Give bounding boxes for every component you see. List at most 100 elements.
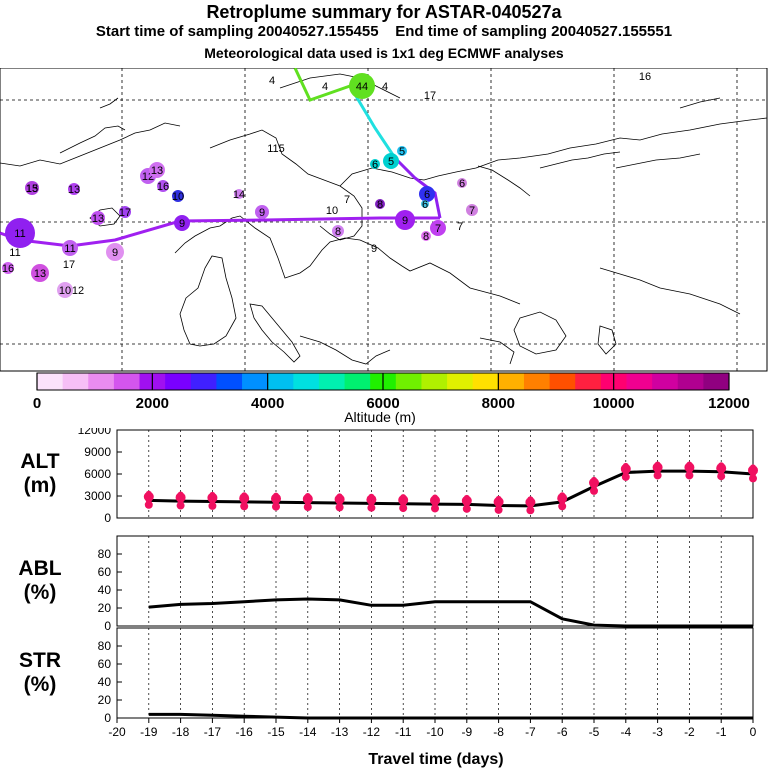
map-marker-label: 11 — [9, 247, 20, 259]
map-marker-dot — [2, 262, 14, 274]
colorbar-tick-label: 10000 — [593, 395, 635, 412]
panel-str: 80 60 40 20 0 STR(%) — [19, 627, 754, 725]
x-tick-label: -18 — [172, 725, 190, 739]
map-marker-dot — [25, 181, 39, 195]
map-marker-label: 10 — [326, 205, 338, 217]
colorbar-tick-label: 12000 — [708, 395, 750, 412]
map-marker-label: 6 — [372, 159, 378, 171]
colorbar-cell — [652, 373, 679, 390]
altitude-dot — [368, 493, 375, 500]
y-tick-label: 9000 — [84, 445, 111, 459]
colorbar-label: Altitude (m) — [344, 409, 416, 425]
map-marker-label: 8 — [377, 199, 383, 211]
map-marker-dot — [149, 162, 165, 178]
panel-alt: 12000 9000 6000 3000 0 ALT(m) — [20, 428, 754, 525]
map-marker-dot — [119, 206, 131, 218]
x-tick-label: -20 — [108, 725, 126, 739]
map-marker-label: 11 — [64, 243, 75, 255]
y-tick-label: 60 — [98, 565, 112, 579]
colorbar-cell — [267, 373, 294, 390]
map-frame — [0, 68, 768, 372]
panel-ylabel: (m) — [24, 474, 57, 497]
map-marker-label: 6 — [424, 189, 430, 201]
colorbar-cell — [523, 373, 551, 390]
y-tick-label: 0 — [104, 619, 111, 633]
altitude-dot — [494, 505, 503, 514]
altitude-dot — [176, 501, 185, 510]
map-marker-dot — [370, 159, 380, 169]
map-marker-dot — [430, 220, 446, 236]
map-marker-label: 16 — [157, 181, 169, 193]
coastlines — [0, 73, 768, 365]
map-marker-label: 13 — [34, 268, 46, 280]
colorbar-cell — [318, 373, 346, 390]
colorbar-cell — [472, 373, 499, 390]
end-time-text: End time of sampling 20040527.155551 — [395, 23, 673, 40]
map-marker-dot — [174, 215, 190, 231]
x-tick-label: -8 — [493, 725, 504, 739]
map-marker-dot — [332, 225, 344, 237]
x-tick-label: -5 — [589, 725, 600, 739]
map-marker-label: 16 — [2, 263, 14, 275]
map-marker-label: 15 — [26, 183, 38, 195]
altitude-dot — [272, 502, 280, 511]
colorbar-ticks: 0 2000 4000 6000 8000 10000 12000 — [33, 373, 750, 412]
colorbar-cell — [190, 373, 217, 390]
y-tick-label: 20 — [98, 693, 112, 707]
altitude-dot — [685, 471, 694, 480]
altitude-particle-dots — [143, 461, 758, 515]
map-marker-label: 13 — [68, 184, 80, 196]
map-marker-dot — [383, 153, 399, 169]
x-tick-label: -13 — [331, 725, 349, 739]
map-marker-dot — [234, 189, 244, 199]
x-tick-label: -17 — [204, 725, 222, 739]
altitude-dot — [144, 500, 153, 509]
map-marker-label: 7 — [435, 223, 441, 235]
altitude-dot — [463, 494, 470, 501]
y-tick-label: 20 — [98, 601, 112, 615]
map-marker-label: 17 — [63, 259, 75, 271]
x-tick-label: -11 — [395, 725, 412, 739]
altitude-dot — [399, 504, 408, 513]
altitude-dot — [526, 506, 535, 515]
colorbar-tick-label: 8000 — [482, 395, 515, 412]
colorbar-cell — [293, 373, 320, 390]
x-tick-label: 0 — [750, 725, 757, 739]
panel-ylabel: STR — [19, 649, 61, 672]
map-marker-dot — [419, 186, 435, 202]
map-marker-label: 8 — [335, 226, 341, 238]
panel-ylabel: (%) — [24, 673, 57, 696]
altitude-dot — [718, 462, 725, 469]
map-marker-label: 10 — [59, 285, 71, 297]
map-marker-label: 13 — [92, 213, 104, 225]
y-tick-label: 80 — [98, 639, 112, 653]
y-tick-label: 60 — [98, 657, 112, 671]
altitude-dot — [145, 490, 152, 497]
colorbar-cell — [113, 373, 141, 390]
map-marker-label: 6 — [422, 199, 428, 211]
x-tick-label: -14 — [299, 725, 317, 739]
series-line-alt — [148, 469, 754, 508]
y-tick-label: 12000 — [78, 428, 112, 437]
map-marker-dot — [57, 282, 73, 298]
colorbar-tick-label: 2000 — [136, 395, 169, 412]
map-marker-label: 7 — [469, 205, 475, 217]
map-marker-label: 7 — [457, 221, 463, 233]
colorbar-tick-label: 4000 — [251, 395, 284, 412]
altitude-dot — [303, 503, 312, 511]
map-marker-dot — [397, 146, 407, 156]
map-marker-dot — [421, 200, 429, 208]
altitude-dot — [527, 496, 534, 503]
altitude-dot — [240, 502, 249, 511]
altitude-dot — [654, 461, 661, 468]
altitude-dot — [622, 462, 629, 469]
x-tick-label: -6 — [557, 725, 568, 739]
map-marker-dot — [466, 204, 478, 216]
map-marker-dot — [255, 205, 269, 219]
colorbar-cell — [344, 373, 371, 390]
colorbar-cell — [165, 373, 192, 390]
map-marker-dot — [349, 73, 375, 99]
altitude-dot — [621, 472, 630, 481]
colorbar-cell — [62, 373, 89, 390]
panel-ylabel: (%) — [24, 581, 57, 604]
